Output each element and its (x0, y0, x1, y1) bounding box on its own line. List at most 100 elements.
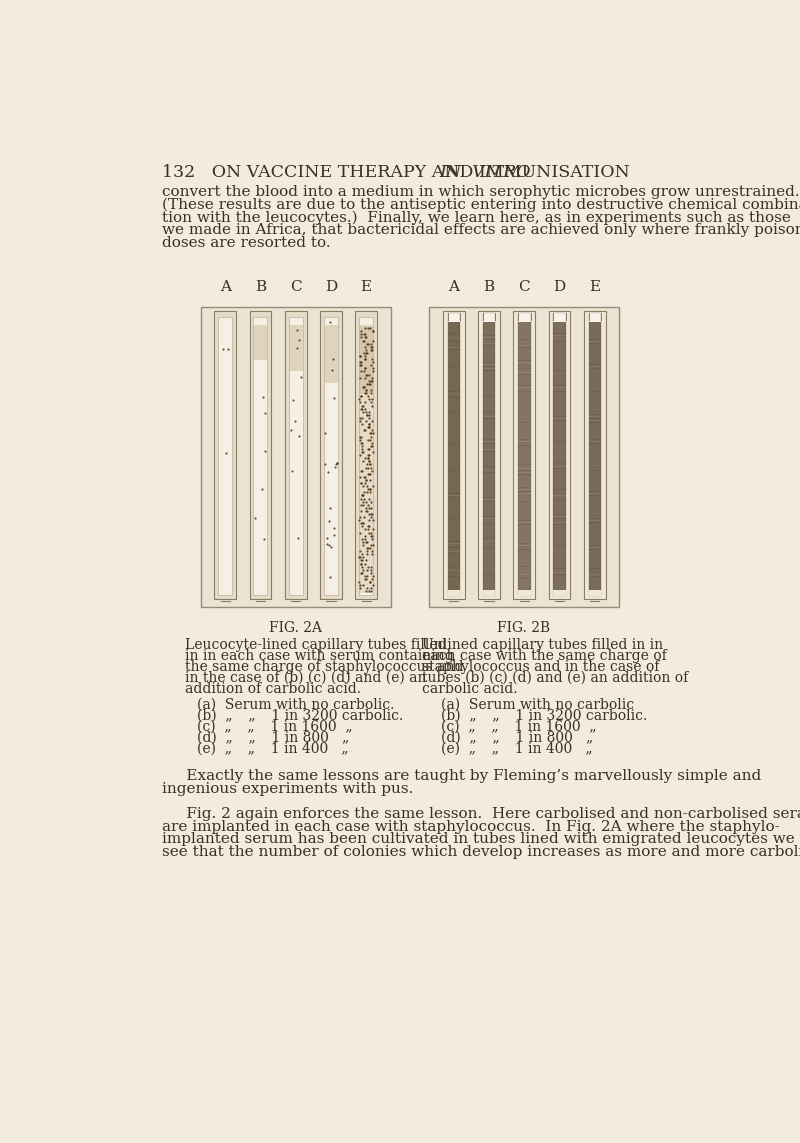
Point (323, 313, 336, 331)
Text: Exactly the same lessons are taught by Fleming’s marvellously simple and: Exactly the same lessons are taught by F… (162, 769, 762, 783)
Bar (285, 311, 306, 599)
Bar (447, 313, 460, 597)
Point (258, 529, 270, 547)
Text: B: B (255, 280, 266, 294)
Bar (250, 311, 271, 599)
Bar (483, 322, 495, 590)
Text: (d)  „   „   1 in 800   „: (d) „ „ 1 in 800 „ (197, 730, 349, 744)
Bar (447, 322, 460, 590)
Bar (359, 318, 373, 594)
Bar (289, 325, 302, 371)
Point (259, 403, 272, 422)
Bar (554, 322, 566, 590)
Point (248, 509, 261, 527)
Text: we made in Africa, that bactericidal effects are achieved only where frankly poi: we made in Africa, that bactericidal eff… (162, 223, 800, 237)
Point (219, 443, 232, 462)
Point (257, 387, 270, 406)
Point (322, 512, 335, 530)
Text: carbolic acid.: carbolic acid. (422, 682, 517, 696)
Point (330, 454, 343, 472)
Bar (478, 311, 500, 599)
Text: ingenious experiments with pus.: ingenious experiments with pus. (162, 782, 414, 796)
Point (328, 390, 341, 408)
Text: staphylococcus and in the case of: staphylococcus and in the case of (422, 660, 659, 674)
Bar (254, 325, 267, 360)
Text: B: B (483, 280, 494, 294)
Bar (324, 325, 338, 383)
Text: D: D (325, 280, 337, 294)
Bar (589, 590, 601, 597)
Point (323, 498, 336, 517)
Text: E: E (361, 280, 372, 294)
Bar (514, 311, 535, 599)
Text: (e)  „   „   1 in 400   „: (e) „ „ 1 in 400 „ (197, 741, 349, 756)
Bar (549, 311, 570, 599)
Text: Fig. 2 again enforces the same lesson.  Here carbolised and non-carbolised sera: Fig. 2 again enforces the same lesson. H… (162, 807, 800, 821)
Point (255, 480, 268, 498)
Text: (These results are due to the antiseptic entering into destructive chemical comb: (These results are due to the antiseptic… (162, 198, 800, 211)
Text: each case with the same charge of: each case with the same charge of (422, 649, 666, 663)
Text: Unlined capillary tubes filled in in: Unlined capillary tubes filled in in (422, 638, 662, 652)
Point (318, 455, 331, 473)
Text: (c)  „   „   1 in 1600  „: (c) „ „ 1 in 1600 „ (197, 720, 353, 734)
Bar (589, 322, 601, 590)
Text: (a)  Serum with no carbolic.: (a) Serum with no carbolic. (197, 698, 394, 712)
Point (294, 367, 307, 385)
Bar (359, 327, 373, 593)
Text: (c)  „   „   1 in 1600  „: (c) „ „ 1 in 1600 „ (441, 720, 597, 734)
Bar (355, 311, 377, 599)
Bar (483, 313, 495, 597)
Point (222, 341, 234, 359)
Bar (447, 590, 460, 597)
Text: A: A (220, 280, 230, 294)
Text: the same charge of staphylococcus and: the same charge of staphylococcus and (186, 660, 464, 674)
Bar (254, 318, 267, 594)
Text: (e)  „   „   1 in 400   „: (e) „ „ 1 in 400 „ (441, 741, 593, 756)
Point (323, 536, 336, 554)
Point (326, 361, 338, 379)
Text: FIG. 2B: FIG. 2B (498, 621, 550, 634)
Point (286, 391, 299, 409)
Point (291, 529, 304, 547)
Point (327, 526, 340, 544)
Text: tion with the leucocytes.)  Finally, we learn here, as in experiments such as th: tion with the leucocytes.) Finally, we l… (162, 210, 791, 225)
Bar (554, 590, 566, 597)
Text: in the case of (b) (c) (d) and (e) an: in the case of (b) (c) (d) and (e) an (186, 671, 426, 685)
Bar (518, 313, 530, 597)
Point (290, 321, 303, 339)
Text: C: C (290, 280, 302, 294)
Bar (430, 306, 619, 607)
Bar (518, 322, 530, 590)
Bar (554, 313, 566, 597)
Text: (a)  Serum with no carbolic: (a) Serum with no carbolic (441, 698, 634, 712)
Point (292, 426, 305, 445)
Text: 132   ON VACCINE THERAPY AND IMMUNISATION: 132 ON VACCINE THERAPY AND IMMUNISATION (162, 165, 635, 181)
Text: addition of carbolic acid.: addition of carbolic acid. (186, 682, 362, 696)
Point (286, 462, 298, 480)
Point (323, 568, 336, 586)
Bar (218, 318, 232, 594)
Point (321, 535, 334, 553)
Point (259, 442, 272, 461)
Point (328, 457, 341, 475)
Bar (214, 311, 236, 599)
Text: implanted serum has been cultivated in tubes lined with emigrated leucocytes we: implanted serum has been cultivated in t… (162, 832, 794, 847)
Bar (320, 311, 342, 599)
Bar (201, 306, 390, 607)
Bar (289, 318, 302, 594)
Point (216, 339, 229, 358)
Bar (443, 311, 465, 599)
Point (290, 339, 303, 358)
Text: A: A (448, 280, 459, 294)
Text: Leucocyte-lined capillary tubes filled: Leucocyte-lined capillary tubes filled (186, 638, 447, 652)
Point (289, 413, 302, 431)
Text: FIG. 2A: FIG. 2A (269, 621, 322, 634)
Text: (b)  „   „   1 in 3200 carbolic.: (b) „ „ 1 in 3200 carbolic. (441, 709, 647, 722)
Bar (589, 313, 601, 597)
Point (321, 529, 334, 547)
Text: C: C (518, 280, 530, 294)
Text: tubes (b) (c) (d) and (e) an addition of: tubes (b) (c) (d) and (e) an addition of (422, 671, 688, 685)
Point (326, 350, 339, 368)
Text: are implanted in each case with staphylococcus.  In Fig. 2A where the staphylo-: are implanted in each case with staphylo… (162, 820, 780, 833)
Bar (483, 590, 495, 597)
